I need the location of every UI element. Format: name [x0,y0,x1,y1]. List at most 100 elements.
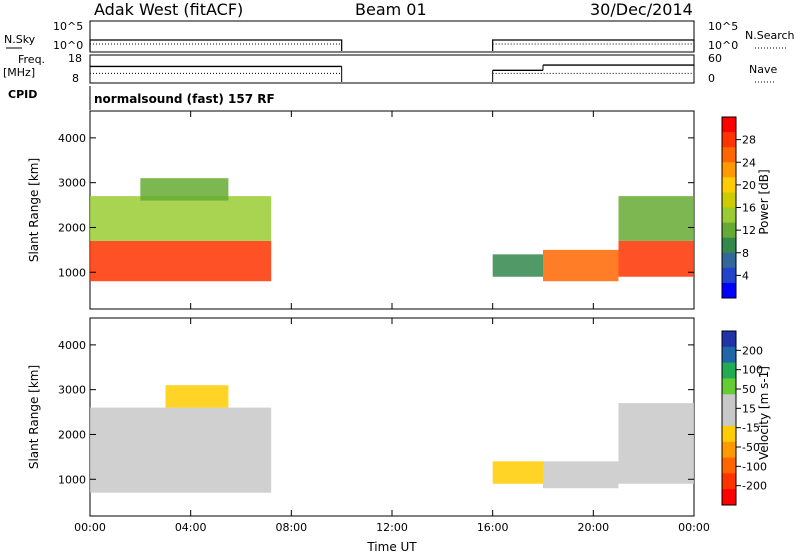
cpid-label: CPID [8,88,37,101]
colorbar-tick-label: 200 [742,344,763,357]
nsearch-label: N.Search [745,29,795,42]
date-title: 30/Dec/2014 [590,0,693,19]
freq-trace [89,64,694,82]
colorbar-frame [721,330,737,506]
colorbar-tick-label: 24 [742,156,756,169]
heatmap-cell [90,196,272,241]
nsky-tick-top: 10^5 [53,20,83,33]
colorbar-swatch [722,346,736,364]
colorbar-tick-label: 50 [742,383,756,396]
heatmap-cell [618,240,694,277]
colorbar-swatch [722,457,736,474]
velocity-y-ticks: 1000 2000 3000 4000 [58,339,694,486]
nsky-tick-bottom: 10^0 [53,39,83,52]
colorbar-swatch [722,441,736,459]
y-tick-label: 1000 [58,473,86,486]
colorbar-swatch [722,147,736,163]
x-tick-label: 12:00 [376,521,408,534]
cpid-text: normalsound (fast) 157 RF [94,92,275,106]
nsearch-tick-top: 10^5 [708,20,738,33]
colorbar-swatch [722,192,736,208]
colorbar-swatch [722,252,736,269]
power-heatmap [90,178,694,282]
colorbar-tick-label: -100 [742,460,767,473]
nsky-label: N.Sky [4,33,36,46]
nave-label: Nave [749,63,777,76]
heatmap-cell [90,240,272,282]
heatmap-cell [165,385,229,408]
heatmap-cell [90,407,272,493]
colorbar-swatch [722,177,736,193]
colorbar-swatch [722,473,736,490]
colorbar-tick-label: 20 [742,179,756,192]
y-tick-label: 3000 [58,177,86,190]
colorbar-tick-label: 100 [742,364,763,377]
colorbar-tick-label: 15 [742,402,756,415]
freq-unit: [MHz] [3,66,35,79]
colorbar-swatch [722,425,736,443]
power-y-ticks: 1000 2000 3000 4000 [58,132,694,279]
heatmap-cell [140,178,229,201]
colorbar-swatch [722,222,736,239]
nsky-line [89,39,343,51]
heatmap-cell [492,461,543,484]
power-y-axis-label: Slant Range [km] [27,158,41,262]
velocity-colorbar: 200 100 50 15 -15 -50 -100 -200 [721,330,767,506]
nave-tick-bottom: 0 [708,72,715,85]
heatmap-cell [492,254,543,277]
freq-tick-top: 18 [68,52,82,65]
radar-title: Adak West (fitACF) [94,0,243,19]
x-tick-label: 04:00 [175,521,207,534]
power-colorbar-label: Power [dB] [757,169,771,234]
colorbar-swatch [722,489,736,506]
heatmap-cell [543,461,619,489]
x-axis-ticks: 00:00 04:00 08:00 12:00 16:00 20:00 00:00 [74,111,710,534]
colorbar-tick-label: 4 [742,269,749,282]
y-tick-label: 2000 [58,428,86,441]
x-tick-label: 20:00 [577,521,609,534]
velocity-colorbar-label: Velocity [m s-1] [757,366,771,460]
nsky-trace [89,39,695,51]
colorbar-tick-label: -50 [742,441,760,454]
freq-tick-bottom: 8 [72,72,79,85]
colorbar-swatch [722,362,736,379]
y-tick-label: 4000 [58,132,86,145]
velocity-y-axis-label: Slant Range [km] [27,365,41,469]
y-tick-label: 1000 [58,266,86,279]
x-tick-label: 16:00 [477,521,509,534]
colorbar-tick-label: 8 [742,247,749,260]
beam-title: Beam 01 [355,0,427,19]
colorbar-swatch [722,378,736,395]
y-tick-label: 3000 [58,384,86,397]
colorbar-swatch [722,331,736,348]
colorbar-tick-label: 16 [742,202,756,215]
colorbar-swatch [722,207,736,224]
heatmap-cell [618,403,694,484]
colorbar-swatch [722,132,736,148]
nsearch-tick-bottom: 10^0 [708,39,738,52]
colorbar-swatch [722,394,736,411]
freq-panel-frame [89,54,695,84]
x-tick-label: 08:00 [275,521,307,534]
power-colorbar: 28 24 20 16 12 8 4 [721,116,756,299]
colorbar-tick-label: 12 [742,224,756,237]
colorbar-swatch [722,162,736,178]
colorbar-swatch [722,410,736,427]
nave-tick-top: 60 [708,52,722,65]
nsky-panel-frame [89,20,695,53]
heatmap-cell [618,196,694,241]
colorbar-tick-label: 28 [742,134,756,147]
colorbar-swatch [722,117,736,133]
x-tick-label: 00:00 [678,521,710,534]
colorbar-swatch [722,237,736,254]
y-tick-label: 4000 [58,339,86,352]
velocity-heatmap [90,385,694,493]
colorbar-swatch [722,267,736,284]
heatmap-cell [543,249,619,282]
nsky-line [492,39,695,51]
colorbar-swatch [722,282,736,299]
x-tick-label: 00:00 [74,521,106,534]
colorbar-tick-label: -200 [742,480,767,493]
